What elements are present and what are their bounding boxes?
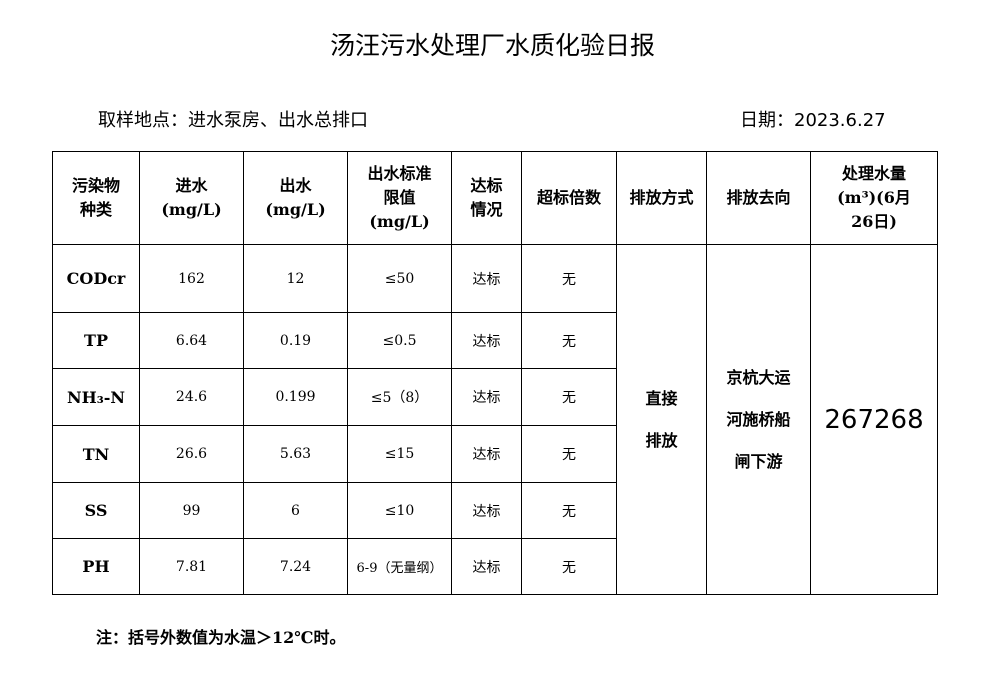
header-pollutant: 污染物种类 — [52, 151, 140, 245]
limit-cell: ≤10 — [347, 482, 452, 539]
outflow-cell: 0.19 — [243, 312, 348, 369]
discharge-destination: 京杭大运河施桥船闸下游 — [706, 244, 811, 595]
status-cell: 达标 — [451, 482, 522, 539]
exceed-cell: 无 — [521, 538, 617, 595]
limit-cell: ≤50 — [347, 244, 452, 313]
pollutant-cell: TP — [52, 312, 140, 369]
header-limit: 出水标准限值(mg/L) — [347, 151, 452, 245]
status-cell: 达标 — [451, 244, 522, 313]
header-volume: 处理水量(m³)(6月26日) — [810, 151, 938, 245]
exceed-cell: 无 — [521, 368, 617, 426]
header-row: 污染物种类 进水(mg/L) 出水(mg/L) 出水标准限值(mg/L) 达标情… — [52, 151, 938, 245]
report-date: 日期：2023.6.27 — [740, 110, 886, 131]
pollutant-cell: TN — [52, 425, 140, 483]
header-outflow: 出水(mg/L) — [243, 151, 348, 245]
inflow-cell: 7.81 — [139, 538, 244, 595]
status-cell: 达标 — [451, 368, 522, 426]
outflow-cell: 7.24 — [243, 538, 348, 595]
table-row: PH 7.81 7.24 6-9（无量纲） 达标无 — [52, 538, 938, 595]
inflow-cell: 6.64 — [139, 312, 244, 369]
table-row: NH₃-N 24.6 0.199 ≤5（8） 达标无 — [52, 368, 938, 426]
inflow-cell: 99 — [139, 482, 244, 539]
inflow-cell: 24.6 — [139, 368, 244, 426]
limit-cell: ≤0.5 — [347, 312, 452, 369]
exceed-cell: 无 — [521, 244, 617, 313]
table-row: SS 99 6 ≤10 达标无 — [52, 482, 938, 539]
sampling-location: 取样地点：进水泵房、出水总排口 — [98, 110, 368, 131]
pollutant-cell: PH — [52, 538, 140, 595]
limit-cell: 6-9（无量纲） — [347, 538, 452, 595]
pollutant-cell: CODcr — [52, 244, 140, 313]
water-quality-table: 污染物种类 进水(mg/L) 出水(mg/L) 出水标准限值(mg/L) 达标情… — [52, 151, 938, 595]
status-cell: 达标 — [451, 538, 522, 595]
outflow-cell: 12 — [243, 244, 348, 313]
header-status: 达标情况 — [451, 151, 522, 245]
limit-cell: ≤5（8） — [347, 368, 452, 426]
pollutant-cell: SS — [52, 482, 140, 539]
header-pollutant-label: 污染物种类 — [71, 176, 120, 219]
header-limit-label: 出水标准限值(mg/L) — [367, 164, 432, 231]
outflow-cell: 5.63 — [243, 425, 348, 483]
outflow-cell: 6 — [243, 482, 348, 539]
header-outflow-label: 出水(mg/L) — [265, 176, 326, 219]
status-cell: 达标 — [451, 425, 522, 483]
limit-cell: ≤15 — [347, 425, 452, 483]
header-inflow: 进水(mg/L) — [139, 151, 244, 245]
discharge-method: 直接排放 — [616, 244, 707, 595]
header-inflow-label: 进水(mg/L) — [161, 176, 222, 219]
header-exceed: 超标倍数 — [521, 151, 617, 245]
outflow-cell: 0.199 — [243, 368, 348, 426]
status-cell: 达标 — [451, 312, 522, 369]
treated-volume: 267268 — [810, 244, 938, 595]
header-status-label: 达标情况 — [470, 176, 503, 219]
header-method: 排放方式 — [616, 151, 707, 245]
report-title: 汤汪污水处理厂水质化验日报 — [329, 31, 655, 60]
inflow-cell: 26.6 — [139, 425, 244, 483]
header-destination: 排放去向 — [706, 151, 811, 245]
footnote: 注：括号外数值为水温＞12℃时。 — [96, 628, 346, 647]
inflow-cell: 162 — [139, 244, 244, 313]
table-row: TN 26.6 5.63 ≤15 达标无 — [52, 425, 938, 483]
pollutant-cell: NH₃-N — [52, 368, 140, 426]
table-row: CODcr 162 12 ≤50 达标无直接排放 京杭大运河施桥船闸下游 267268 — [52, 244, 938, 595]
header-volume-label: 处理水量(m³)(6月26日) — [837, 164, 911, 231]
exceed-cell: 无 — [521, 482, 617, 539]
exceed-cell: 无 — [521, 425, 617, 483]
table-row: TP 6.64 0.19 ≤0.5 达标无 — [52, 312, 938, 369]
exceed-cell: 无 — [521, 312, 617, 369]
